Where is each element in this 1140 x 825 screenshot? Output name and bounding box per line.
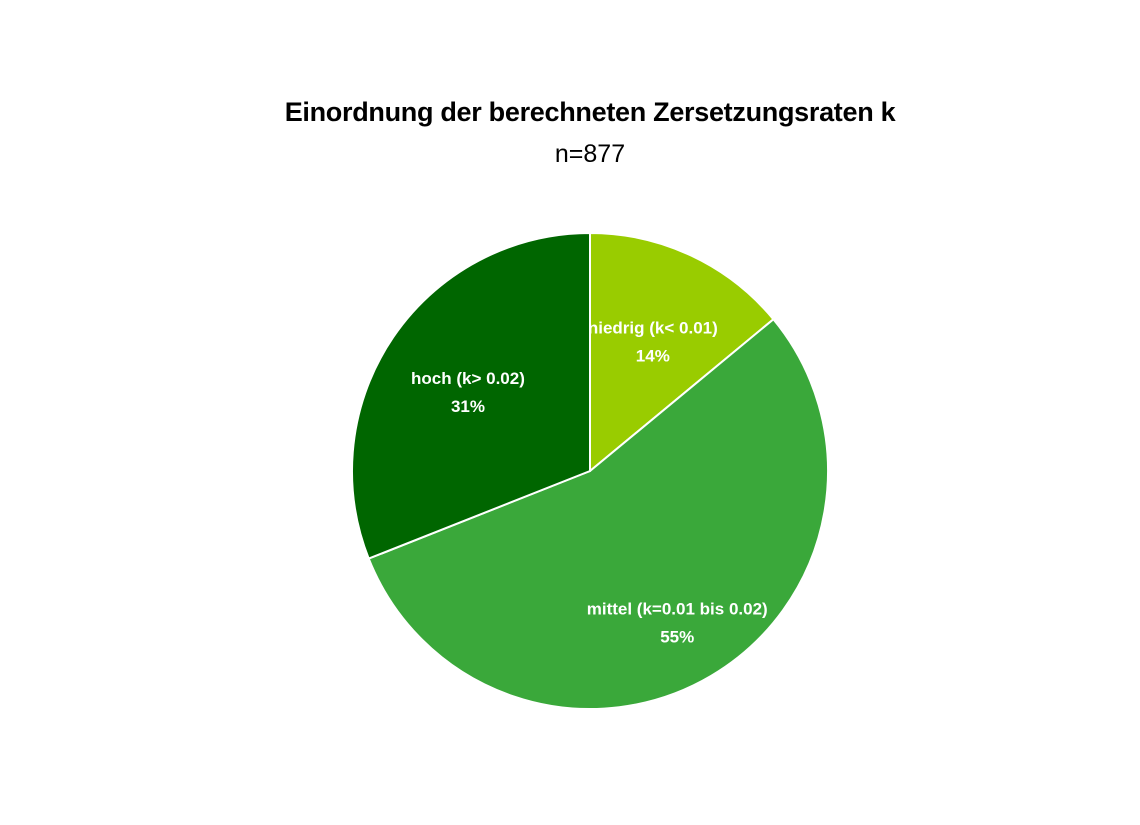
slice-value-label-1: 55% bbox=[660, 627, 694, 646]
pie-slice-2 bbox=[351, 231, 591, 560]
chart-title: Einordnung der berechneten Zersetzungsra… bbox=[284, 97, 896, 127]
slice-value-label-0: 14% bbox=[636, 346, 670, 365]
pie-slice-0 bbox=[589, 231, 775, 474]
slice-label-0: niedrig (k< 0.01) bbox=[588, 318, 718, 337]
slice-label-1: mittel (k=0.01 bis 0.02) bbox=[587, 599, 768, 618]
chart-subtitle: n=877 bbox=[554, 140, 626, 168]
slice-label-2: hoch (k> 0.02) bbox=[411, 369, 525, 388]
slice-value-label-2: 31% bbox=[451, 397, 485, 416]
pie-slice-1 bbox=[367, 317, 829, 710]
